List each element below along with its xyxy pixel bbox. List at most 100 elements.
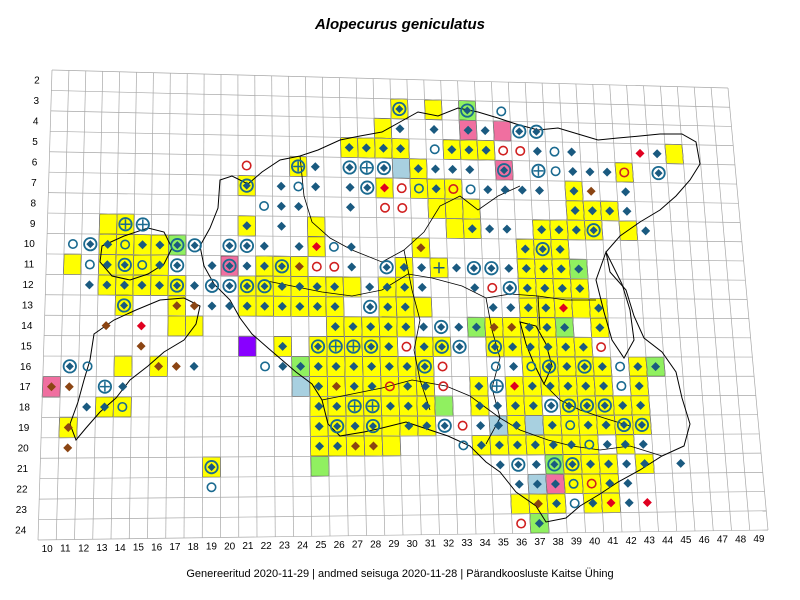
grid-cell-yellow bbox=[381, 435, 402, 457]
diamond-marker bbox=[638, 439, 648, 449]
diamond-marker bbox=[332, 401, 342, 411]
row-label: 10 bbox=[24, 239, 36, 250]
grid-line-horizontal bbox=[45, 294, 748, 300]
grid-line-vertical bbox=[457, 80, 477, 535]
column-label: 26 bbox=[334, 540, 346, 551]
diamond-marker bbox=[494, 440, 504, 450]
ring-marker bbox=[239, 238, 255, 253]
diamond-marker bbox=[65, 362, 74, 371]
column-label: 46 bbox=[699, 535, 711, 546]
diamond-marker-brown bbox=[64, 382, 74, 392]
peipus-lake-outline bbox=[595, 250, 635, 359]
ring-marker bbox=[222, 258, 237, 273]
diamond-marker bbox=[429, 125, 439, 134]
diamond-marker bbox=[605, 206, 615, 216]
diamond-marker bbox=[437, 342, 446, 351]
column-label: 18 bbox=[188, 542, 200, 553]
diamond-marker bbox=[138, 240, 148, 250]
grid-line-horizontal bbox=[39, 491, 765, 500]
ring-marker bbox=[342, 160, 357, 175]
row-label: 22 bbox=[16, 484, 28, 495]
diamond-marker bbox=[471, 322, 481, 332]
grid-line-vertical bbox=[541, 83, 568, 533]
diamond-marker bbox=[509, 362, 519, 372]
column-label: 42 bbox=[626, 536, 638, 547]
circle-marker bbox=[616, 381, 627, 392]
diamond-marker-brown bbox=[331, 381, 341, 391]
diamond-marker bbox=[402, 361, 412, 371]
diamond-marker bbox=[119, 280, 129, 290]
diamond-marker bbox=[560, 322, 570, 332]
diamond-marker bbox=[350, 421, 360, 431]
circle-marker bbox=[206, 482, 217, 493]
column-label: 21 bbox=[242, 541, 254, 552]
diamond-marker bbox=[419, 342, 429, 352]
circle-marker bbox=[260, 361, 271, 372]
grid-cell-yellow bbox=[521, 356, 542, 377]
diamond-marker bbox=[623, 478, 633, 488]
grid-line-horizontal bbox=[48, 192, 739, 204]
diamond-marker-red bbox=[510, 381, 520, 391]
circle-marker bbox=[490, 361, 501, 372]
diamond-marker bbox=[469, 264, 478, 273]
column-label: 45 bbox=[680, 535, 692, 546]
diamond-marker bbox=[190, 241, 199, 250]
grid-cell-yellow bbox=[306, 216, 326, 238]
grid-line-vertical bbox=[372, 78, 386, 536]
grid-line-vertical bbox=[592, 84, 623, 533]
cross-marker bbox=[491, 381, 502, 392]
diamond-marker bbox=[276, 201, 286, 211]
circle-marker bbox=[526, 361, 537, 372]
column-label: 35 bbox=[498, 538, 510, 549]
diamond-marker bbox=[242, 221, 252, 231]
diamond-marker-red bbox=[635, 148, 645, 158]
diamond-marker-brown bbox=[154, 361, 164, 371]
grid-line-vertical bbox=[710, 87, 751, 531]
diamond-marker bbox=[595, 323, 605, 333]
circle-marker-red bbox=[380, 202, 391, 213]
diamond-marker bbox=[294, 201, 304, 211]
ring-marker bbox=[484, 261, 499, 276]
diamond-marker bbox=[517, 185, 527, 195]
diamond-marker bbox=[99, 402, 109, 412]
diamond-marker bbox=[540, 283, 550, 293]
grid-cell-yellow bbox=[98, 213, 118, 235]
diamond-marker bbox=[633, 362, 643, 372]
grid-line-horizontal bbox=[44, 335, 751, 339]
column-label: 10 bbox=[42, 544, 54, 555]
grid-line-vertical bbox=[440, 80, 459, 535]
diamond-marker bbox=[207, 463, 216, 472]
row-label: 23 bbox=[16, 505, 28, 516]
diamond-marker bbox=[475, 401, 485, 411]
diamond-marker bbox=[225, 301, 235, 311]
map-footer: Genereeritud 2020-11-29 | andmed seisuga… bbox=[186, 568, 614, 580]
diamond-marker bbox=[636, 400, 646, 410]
circle-marker bbox=[465, 184, 476, 195]
diamond-marker bbox=[532, 146, 542, 156]
row-label: 12 bbox=[22, 280, 34, 291]
diamond-marker bbox=[520, 244, 530, 254]
grid-line-vertical bbox=[558, 83, 586, 533]
diamond-marker bbox=[619, 420, 628, 429]
circle-marker-red bbox=[515, 145, 526, 156]
row-label: 8 bbox=[30, 198, 36, 209]
diamond-marker bbox=[514, 460, 523, 469]
diamond-marker-brown bbox=[350, 441, 360, 451]
diamond-marker bbox=[314, 421, 324, 431]
circle-marker-red bbox=[397, 202, 408, 213]
diamond-marker bbox=[535, 185, 545, 195]
ring-marker bbox=[529, 124, 544, 139]
ring-marker bbox=[291, 159, 306, 174]
ring-marker bbox=[417, 359, 432, 374]
diamond-marker bbox=[385, 401, 395, 411]
grid-line-vertical bbox=[237, 74, 240, 538]
circle-marker bbox=[137, 260, 148, 271]
diamond-marker bbox=[470, 283, 480, 293]
ring-marker bbox=[222, 238, 237, 253]
column-label: 31 bbox=[425, 539, 437, 550]
row-label: 9 bbox=[30, 219, 36, 230]
grid-line-vertical bbox=[575, 83, 605, 533]
diamond-marker bbox=[588, 498, 598, 508]
diamond-marker bbox=[400, 302, 410, 312]
grid-cell-blue bbox=[291, 376, 311, 397]
